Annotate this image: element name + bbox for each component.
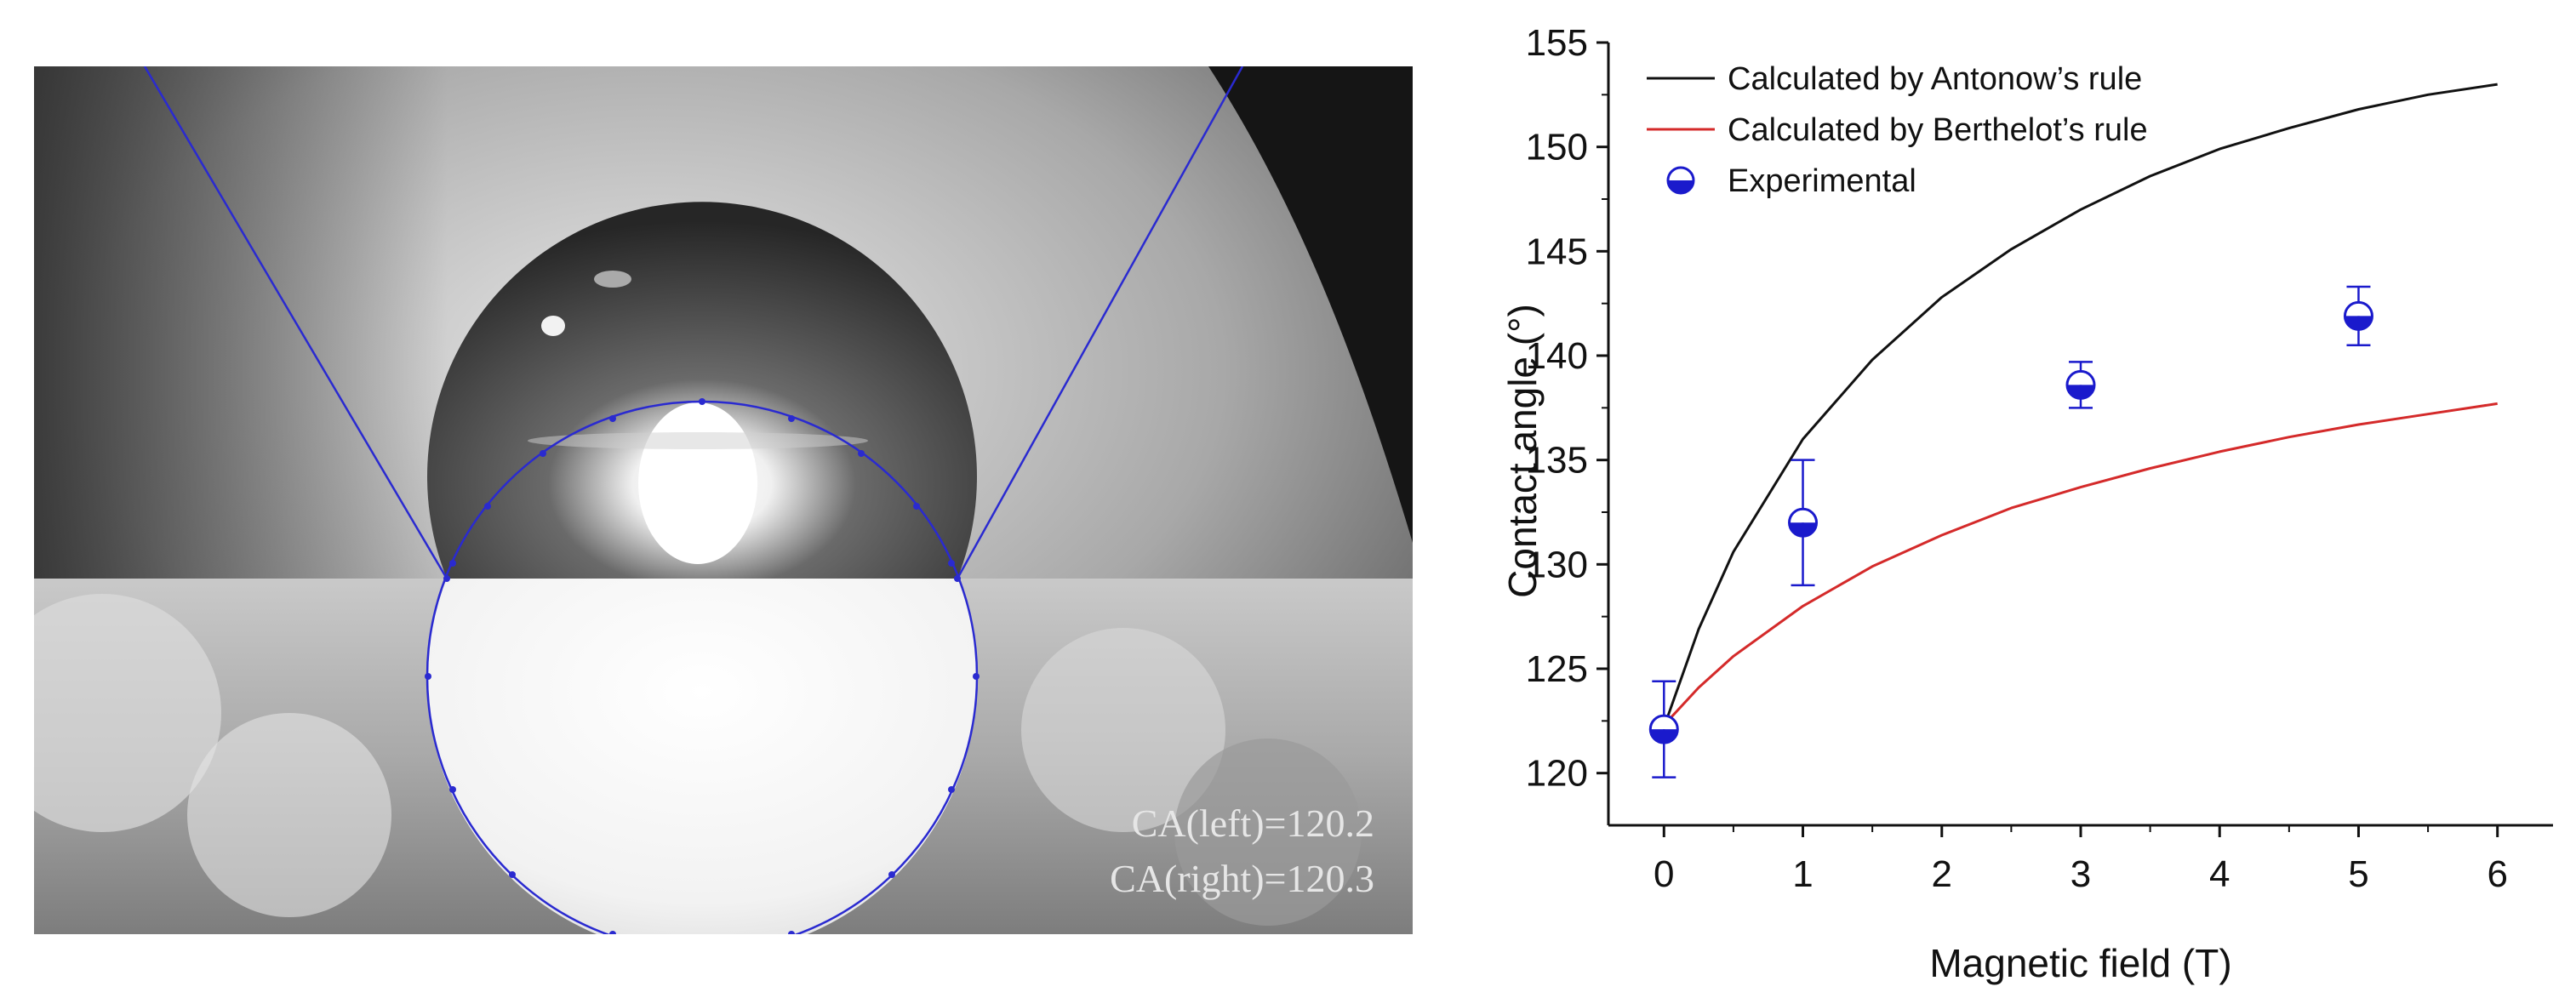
y-ticks: 120 125 130 135 140 145 150 155 bbox=[1526, 22, 1608, 795]
x-axis-title: Magnetic field (T) bbox=[1929, 941, 2231, 985]
ca-right-label: CA(right)=120.3 bbox=[1110, 857, 1374, 900]
marker-bottom-half bbox=[2345, 316, 2373, 330]
legend: Calculated by Antonow’s rule Calculated … bbox=[1647, 61, 2148, 199]
x-ticks: 0 1 2 3 4 5 6 bbox=[1654, 825, 2508, 895]
legend-label-experimental: Experimental bbox=[1728, 163, 1916, 199]
marker-top-half bbox=[2345, 302, 2373, 317]
x-tick-label: 4 bbox=[2209, 853, 2230, 895]
droplet bbox=[427, 202, 977, 579]
legend-label-berthelot: Calculated by Berthelot’s rule bbox=[1728, 112, 2148, 148]
contact-angle-chart: 120 125 130 135 140 145 150 155 0 1 2 3 4 5 6 Magneti… bbox=[1500, 22, 2553, 985]
y-tick-label: 140 bbox=[1526, 335, 1588, 377]
plot-area bbox=[1607, 43, 2553, 827]
dark-corner bbox=[1208, 66, 1413, 543]
marker-top-half bbox=[1789, 509, 1817, 523]
marker-top-half bbox=[2067, 371, 2094, 385]
marker-bottom-half bbox=[1650, 729, 1678, 744]
experimental-point bbox=[1648, 680, 1679, 778]
x-tick-label: 5 bbox=[2348, 853, 2368, 895]
marker-outline bbox=[2065, 369, 2096, 400]
y-tick-label: 125 bbox=[1526, 648, 1588, 690]
marker-outline bbox=[2343, 300, 2373, 331]
x-tick-label: 3 bbox=[2071, 853, 2091, 895]
marker-top-half bbox=[1650, 716, 1678, 730]
x-tick-label: 1 bbox=[1792, 853, 1813, 895]
droplet-reflection bbox=[427, 579, 977, 934]
experimental-point bbox=[1788, 459, 1819, 587]
marker-outline bbox=[1648, 714, 1679, 744]
fit-points bbox=[425, 398, 980, 934]
contact-angle-tangent-lines bbox=[143, 66, 1244, 579]
contact-angle-photo: CA(left)=120.2 CA(right)=120.3 bbox=[34, 66, 1413, 934]
y-tick-label: 130 bbox=[1526, 544, 1588, 585]
marker-bottom-half bbox=[1789, 522, 1817, 537]
y-tick-label: 135 bbox=[1526, 440, 1588, 482]
droplet-highlight bbox=[638, 402, 757, 564]
series-line-1 bbox=[1663, 402, 2498, 727]
series-lines bbox=[1662, 83, 2498, 728]
marker-outline bbox=[1788, 507, 1819, 538]
x-tick-label: 0 bbox=[1654, 853, 1674, 895]
y-tick-label: 155 bbox=[1526, 22, 1588, 64]
y-tick-label: 150 bbox=[1526, 127, 1588, 168]
legend-marker-experimental bbox=[1666, 166, 1695, 195]
y-tick-label: 120 bbox=[1526, 753, 1588, 795]
experimental-point bbox=[2065, 361, 2096, 409]
legend-label-antonow: Calculated by Antonow’s rule bbox=[1728, 61, 2142, 97]
x-tick-label: 6 bbox=[2487, 853, 2507, 895]
experimental-points bbox=[1648, 285, 2373, 778]
marker-bottom-half bbox=[2067, 385, 2094, 399]
ca-left-label: CA(left)=120.2 bbox=[1132, 801, 1374, 845]
y-axis-title: Contact angle (°) bbox=[1500, 304, 1545, 598]
series-line-0 bbox=[1662, 83, 2498, 728]
experimental-point bbox=[2343, 285, 2373, 346]
y-tick-label: 145 bbox=[1526, 231, 1588, 272]
x-tick-label: 2 bbox=[1932, 853, 1952, 895]
